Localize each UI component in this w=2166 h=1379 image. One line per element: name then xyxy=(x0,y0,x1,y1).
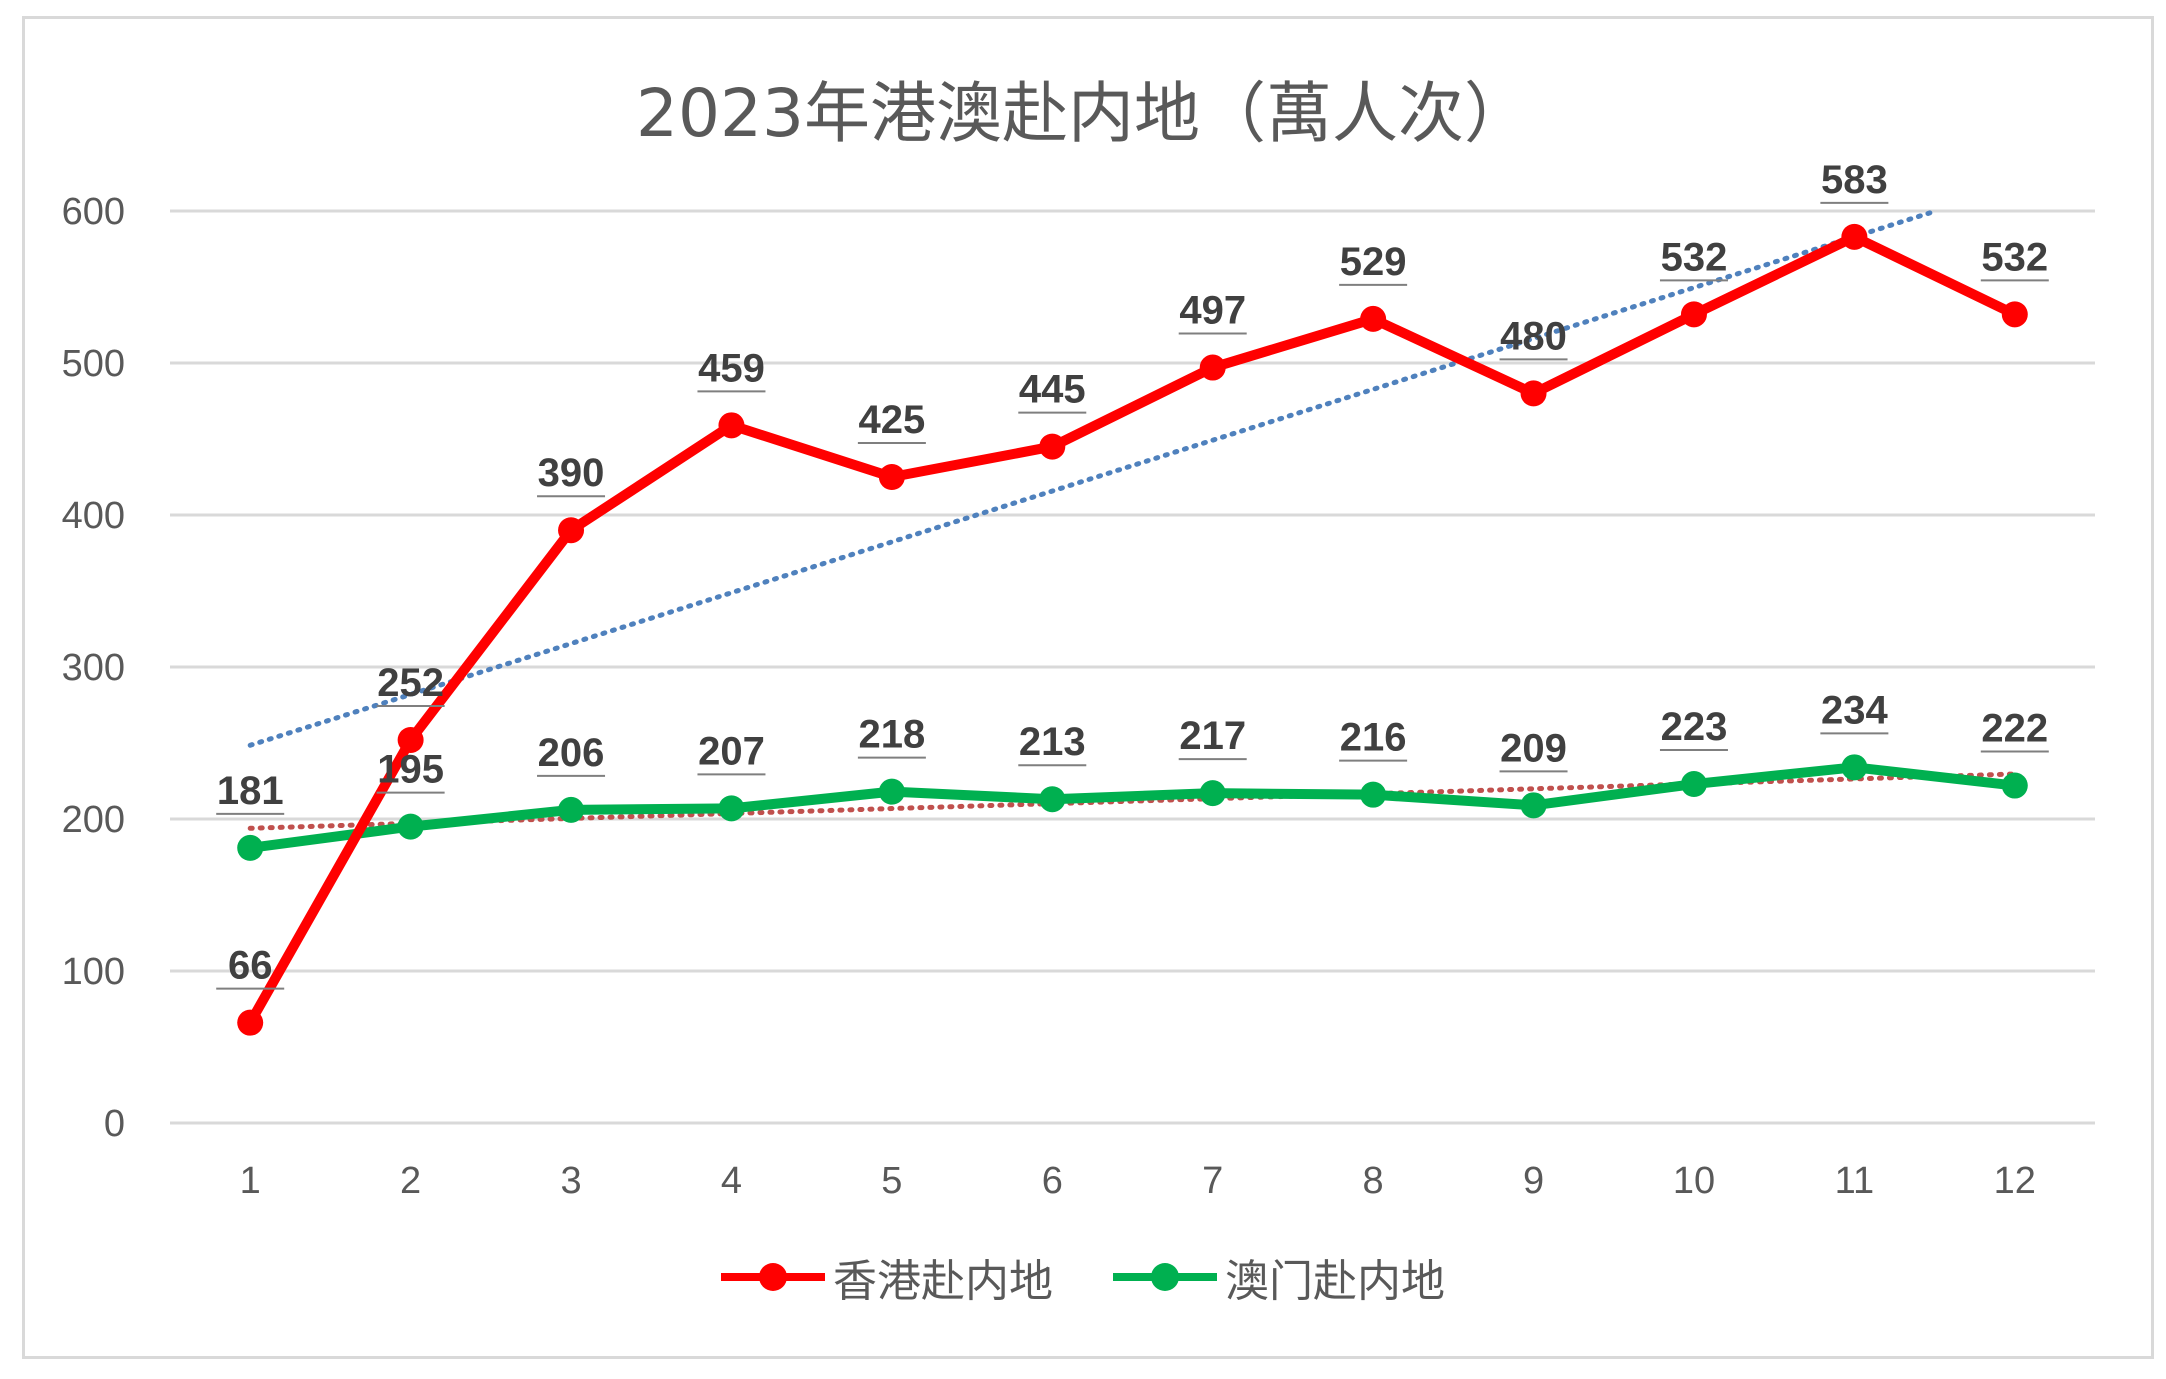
data-point xyxy=(718,412,745,439)
legend-item: 澳门赴内地 xyxy=(1113,1245,1445,1309)
x-axis-ticks: 1 2 3 4 5 6 7 8 9 10 11 12 xyxy=(240,1160,2036,1202)
data-label: 222 xyxy=(1981,707,2048,751)
chart-title: 2023年港澳赴内地（萬人次） xyxy=(636,75,1530,152)
x-tick-label: 3 xyxy=(560,1160,581,1202)
data-label: 529 xyxy=(1340,240,1407,284)
data-point xyxy=(558,796,585,823)
data-point xyxy=(1360,305,1387,332)
data-label: 181 xyxy=(217,769,284,813)
data-labels: 66 252 390 459 425 445 497 529 480 532 583 532 181 19… xyxy=(216,158,2049,990)
data-label: 425 xyxy=(859,398,926,442)
x-tick-label: 12 xyxy=(1994,1160,2036,1202)
data-label: 390 xyxy=(538,451,605,495)
chart-frame xyxy=(22,16,2154,1359)
data-point xyxy=(237,1009,264,1036)
legend-item: 香港赴内地 xyxy=(721,1245,1053,1309)
gridlines xyxy=(170,209,2095,1125)
x-tick-label: 9 xyxy=(1523,1160,1544,1202)
y-axis-ticks: 0 100 200 300 400 500 600 xyxy=(62,191,125,1145)
data-label: 207 xyxy=(698,729,765,773)
trendline-series-0 xyxy=(247,208,1939,748)
trendlines xyxy=(247,208,2018,831)
legend-swatch xyxy=(1113,1260,1217,1294)
x-tick-label: 4 xyxy=(721,1160,742,1202)
data-point xyxy=(1039,433,1066,460)
series-line-0 xyxy=(245,231,2020,1028)
data-label: 216 xyxy=(1340,716,1407,760)
data-point xyxy=(558,517,585,544)
data-label: 209 xyxy=(1500,726,1567,770)
data-label: 497 xyxy=(1179,289,1246,333)
y-tick-label: 100 xyxy=(62,951,125,993)
data-point xyxy=(397,813,424,840)
x-tick-label: 11 xyxy=(1835,1160,1874,1202)
data-label: 223 xyxy=(1661,705,1728,749)
legend-label: 香港赴内地 xyxy=(833,1256,1053,1307)
data-point xyxy=(1360,781,1387,808)
data-label: 252 xyxy=(377,661,444,705)
y-tick-label: 0 xyxy=(104,1103,125,1145)
data-point xyxy=(1199,354,1226,381)
series xyxy=(237,223,2028,1036)
x-tick-label: 5 xyxy=(881,1160,902,1202)
data-point xyxy=(878,464,905,490)
y-tick-label: 200 xyxy=(62,799,125,841)
data-label: 445 xyxy=(1019,368,1086,412)
y-tick-label: 300 xyxy=(62,647,125,689)
data-point xyxy=(1520,380,1547,407)
y-tick-label: 400 xyxy=(62,495,125,537)
data-point xyxy=(2001,301,2028,328)
data-point xyxy=(1039,786,1066,813)
x-tick-label: 8 xyxy=(1363,1160,1384,1202)
data-label: 195 xyxy=(377,748,444,792)
data-label: 459 xyxy=(698,346,765,390)
x-tick-label: 1 xyxy=(240,1160,261,1202)
data-point xyxy=(237,834,264,861)
data-label: 206 xyxy=(538,731,605,775)
data-point xyxy=(878,778,905,805)
x-tick-label: 2 xyxy=(400,1160,421,1202)
data-point xyxy=(1841,754,1868,781)
data-label: 532 xyxy=(1661,235,1728,279)
series-line-1 xyxy=(245,762,2020,853)
data-point xyxy=(1520,792,1547,819)
legend-label: 澳门赴内地 xyxy=(1225,1256,1445,1307)
data-label: 480 xyxy=(1500,314,1567,358)
data-label: 66 xyxy=(228,944,273,988)
data-point xyxy=(718,795,745,822)
x-tick-label: 6 xyxy=(1042,1160,1063,1202)
data-label: 217 xyxy=(1179,714,1246,758)
data-point xyxy=(1199,780,1226,807)
data-point xyxy=(1841,223,1868,250)
data-label: 213 xyxy=(1019,720,1086,764)
x-tick-label: 10 xyxy=(1673,1160,1715,1202)
data-point xyxy=(2001,772,2028,799)
y-tick-label: 500 xyxy=(62,343,125,385)
legend: 香港赴内地 澳门赴内地 xyxy=(0,1245,2166,1309)
data-label: 218 xyxy=(859,713,926,757)
x-tick-label: 7 xyxy=(1202,1160,1223,1202)
legend-swatch xyxy=(721,1260,825,1294)
data-point xyxy=(1680,771,1707,798)
data-label: 234 xyxy=(1821,688,1888,732)
data-label: 532 xyxy=(1981,235,2048,279)
y-tick-label: 600 xyxy=(62,191,125,233)
data-point xyxy=(397,726,424,753)
data-label: 583 xyxy=(1821,158,1888,202)
data-point xyxy=(1680,301,1707,328)
